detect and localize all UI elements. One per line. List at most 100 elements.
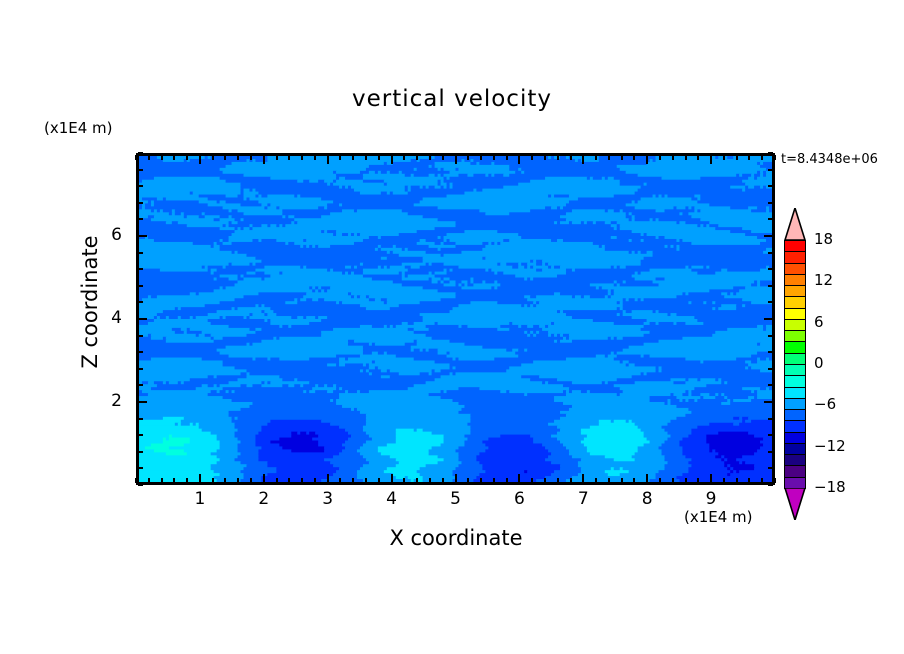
y-tick — [138, 168, 143, 171]
y-tick — [138, 235, 147, 237]
x-tick — [173, 478, 176, 483]
x-tick — [620, 478, 623, 483]
colorbar-band — [784, 307, 806, 320]
x-tick — [684, 478, 687, 483]
x-tick — [620, 155, 623, 160]
x-tick-label: 9 — [705, 489, 717, 509]
x-tick — [658, 155, 661, 160]
y-tick — [138, 152, 143, 154]
colorbar-band — [784, 442, 806, 456]
x-tick — [198, 474, 201, 483]
y-tick — [764, 318, 773, 320]
colorbar-band — [784, 273, 806, 287]
y-tick — [138, 268, 143, 271]
x-tick-label: 4 — [386, 489, 397, 509]
z-axis-unit-label: (x1E4 m) — [44, 119, 113, 137]
x-tick — [774, 478, 776, 483]
x-tick — [671, 155, 674, 160]
colorbar-band — [784, 397, 806, 411]
x-tick — [160, 478, 163, 483]
x-tick — [377, 478, 380, 483]
x-tick — [416, 478, 419, 483]
x-tick — [684, 155, 687, 160]
y-tick — [138, 334, 143, 337]
y-tick — [138, 201, 143, 204]
colorbar-band — [784, 240, 806, 253]
x-tick — [301, 155, 304, 160]
colorbar-band — [784, 364, 806, 377]
chart-title: vertical velocity — [352, 86, 552, 112]
x-tick — [633, 155, 636, 160]
x-tick — [186, 478, 189, 483]
x-tick — [250, 478, 253, 483]
x-tick — [569, 478, 572, 483]
y-tick — [138, 484, 143, 486]
x-tick — [441, 155, 444, 160]
timestamp-annotation: t=8.4348e+06 — [781, 152, 878, 167]
x-tick — [428, 478, 431, 483]
x-tick — [147, 155, 150, 160]
y-tick — [768, 301, 773, 304]
x-tick — [582, 155, 585, 164]
x-tick — [339, 155, 342, 160]
x-tick — [761, 155, 764, 160]
colorbar-band — [784, 409, 806, 422]
x-tick — [492, 478, 495, 483]
x-tick — [607, 478, 610, 483]
y-tick — [138, 417, 143, 420]
colorbar: 18 12 6 0 −6 −12 −18 — [784, 208, 846, 520]
x-tick — [505, 155, 508, 160]
x-tick — [761, 478, 764, 483]
x-tick — [480, 478, 483, 483]
colorbar-band — [784, 341, 806, 354]
x-axis-title: X coordinate — [389, 526, 523, 550]
y-tick — [768, 384, 773, 387]
x-tick — [646, 155, 649, 164]
x-tick — [211, 155, 214, 160]
y-tick — [138, 401, 147, 403]
x-tick — [748, 155, 751, 160]
y-tick — [768, 251, 773, 254]
y-tick — [768, 334, 773, 337]
x-tick — [352, 155, 355, 160]
x-tick — [224, 155, 227, 160]
x-tick — [671, 478, 674, 483]
y-tick — [768, 185, 773, 188]
x-tick — [390, 155, 393, 164]
colorbar-tick-label: 18 — [814, 230, 834, 248]
x-tick — [288, 155, 291, 160]
x-tick — [403, 478, 406, 483]
x-tick — [377, 155, 380, 160]
colorbar-over-arrow — [784, 208, 806, 240]
x-tick — [198, 155, 201, 164]
y-tick — [138, 384, 143, 387]
x-tick — [224, 478, 227, 483]
y-tick — [768, 467, 773, 470]
x-tick — [173, 155, 176, 160]
colorbar-band — [784, 465, 806, 478]
x-tick — [505, 478, 508, 483]
x-tick — [531, 478, 534, 483]
x-tick-label: 3 — [322, 489, 334, 509]
y-tick-label: 6 — [111, 225, 122, 245]
y-tick — [138, 301, 143, 304]
y-tick — [768, 168, 773, 171]
x-tick — [710, 155, 713, 164]
x-tick — [492, 155, 495, 160]
x-tick — [543, 155, 546, 160]
colorbar-band — [784, 454, 806, 467]
y-tick — [138, 367, 143, 370]
x-tick-label: 5 — [450, 489, 461, 509]
x-tick — [147, 478, 150, 483]
y-tick — [768, 434, 773, 437]
x-tick — [658, 478, 661, 483]
y-tick — [768, 417, 773, 420]
y-tick — [768, 152, 773, 154]
y-tick — [768, 367, 773, 370]
colorbar-band — [784, 352, 806, 365]
x-tick — [403, 155, 406, 160]
x-tick — [697, 478, 700, 483]
x-tick-label: 1 — [194, 489, 206, 509]
y-tick — [768, 268, 773, 271]
x-tick-label: 2 — [258, 489, 270, 509]
